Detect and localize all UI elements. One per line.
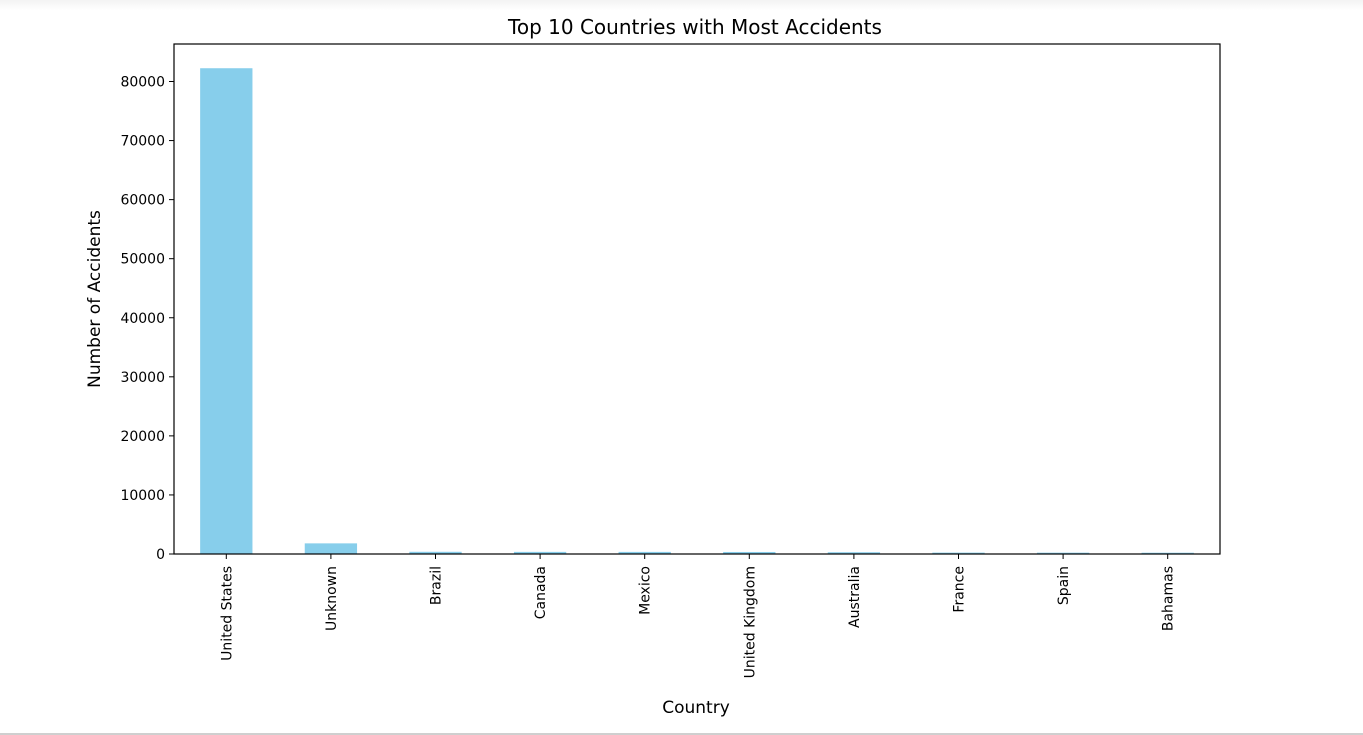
x-tick-label: Spain: [1056, 566, 1072, 605]
x-axis-label: Country: [662, 698, 730, 718]
x-tick-label: Brazil: [429, 566, 445, 605]
bar-brazil: [409, 551, 462, 554]
y-tick-label: 10000: [120, 488, 165, 504]
bar-australia: [827, 552, 881, 554]
y-tick-label: 40000: [120, 311, 165, 327]
x-tick-label: United States: [219, 566, 235, 661]
y-tick-label: 80000: [120, 75, 165, 91]
bar-bahamas: [1141, 552, 1194, 554]
x-tick-label: Bahamas: [1161, 566, 1177, 631]
chart-title: Top 10 Countries with Most Accidents: [507, 15, 882, 39]
y-axis-ticks: 0 10000 20000 30000 40000 50000 60000 70000 8000…: [120, 75, 174, 563]
y-tick-label: 50000: [120, 252, 165, 268]
bottom-border: [0, 733, 1363, 735]
bar-france: [932, 552, 985, 554]
bar-canada: [513, 551, 567, 554]
y-tick-label: 20000: [120, 429, 165, 445]
x-tick-label: Mexico: [638, 566, 654, 615]
bar-spain: [1036, 552, 1090, 554]
plot-area-frame: [173, 43, 1221, 555]
y-axis-label: Number of Accidents: [85, 210, 105, 388]
bar-unknown: [304, 543, 358, 554]
bar-united-states: [200, 68, 253, 554]
x-tick-label: Canada: [533, 566, 549, 619]
y-tick-label: 30000: [120, 370, 165, 386]
x-tick-label: Unknown: [324, 566, 340, 631]
x-tick-label: Australia: [847, 566, 863, 628]
bar-united-kingdom: [723, 551, 776, 554]
y-tick-label: 70000: [120, 134, 165, 150]
y-tick-label: 60000: [120, 193, 165, 209]
x-tick-label: France: [952, 566, 968, 613]
y-tick-label: 0: [156, 547, 165, 563]
bar-mexico: [618, 551, 671, 554]
x-axis-ticks: United States Unknown Brazil Canada Mexico Un…: [219, 554, 1177, 678]
top-shadow: [0, 0, 1363, 10]
bars-group: [200, 68, 1194, 554]
x-tick-label: United Kingdom: [742, 566, 758, 678]
